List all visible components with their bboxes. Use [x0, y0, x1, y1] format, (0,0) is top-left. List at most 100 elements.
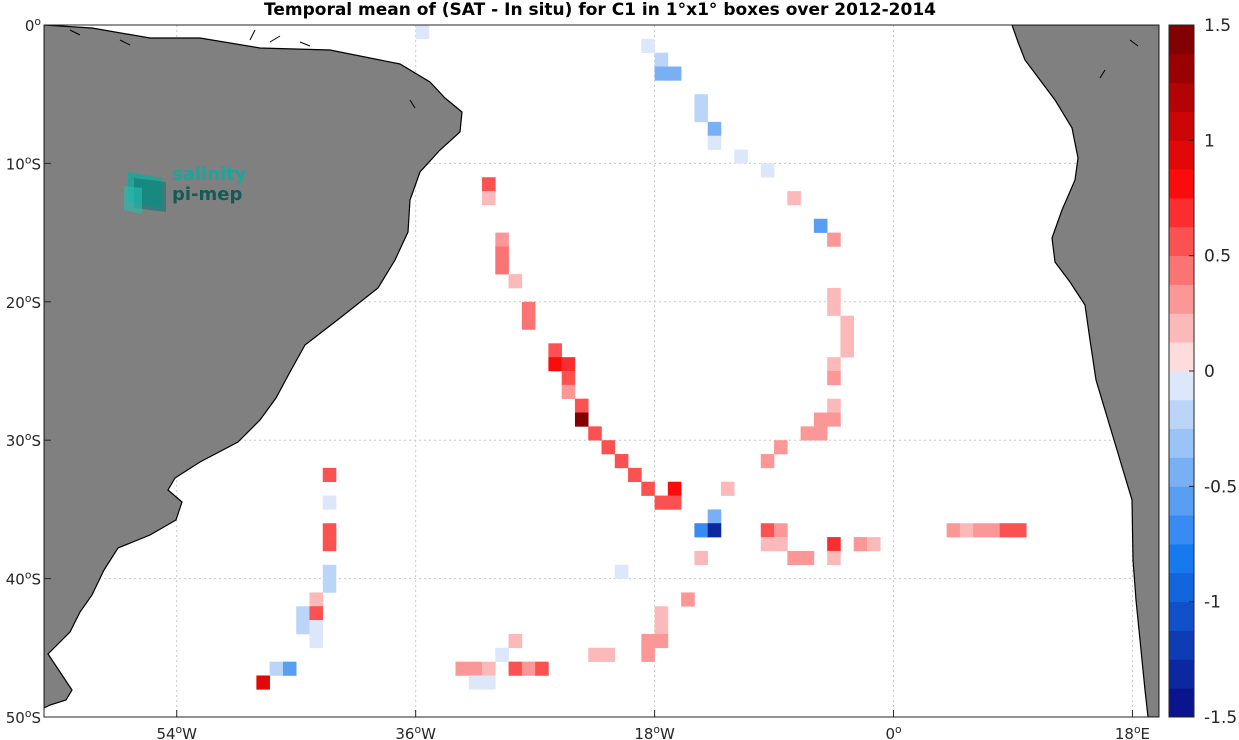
heatmap-cell — [827, 398, 841, 413]
heatmap-cell — [760, 163, 775, 178]
colorbar: 1.5 1 0.5 0 -0.5 -1 -1.5 — [1168, 16, 1237, 728]
coast-detail-islands — [69, 29, 1139, 109]
heatmap-cell — [654, 495, 669, 510]
heatmap-cell — [813, 412, 828, 427]
x-axis-ticks: 54oW 36oW 18oW 0o 18oE — [156, 710, 1150, 740]
colorbar-segment — [1169, 688, 1194, 718]
heatmap-cell — [827, 301, 841, 316]
heatmap-cell — [588, 426, 602, 441]
heatmap-cell — [614, 564, 629, 579]
heatmap-cell — [827, 412, 841, 427]
heatmap-cell — [415, 25, 430, 40]
heatmap-cell — [455, 661, 470, 676]
chart-title: Temporal mean of (SAT - In situ) for C1 … — [264, 0, 936, 20]
logo-line-2: pi-mep — [172, 184, 243, 205]
colorbar-tick-label: 1.5 — [1204, 16, 1231, 36]
heatmap-cell — [322, 467, 337, 483]
heatmap-cell — [986, 523, 1001, 538]
africa-landmass — [1011, 25, 1159, 717]
heatmap-cell — [322, 564, 337, 579]
heatmap-cell — [946, 523, 961, 538]
heatmap-cell — [574, 412, 589, 427]
heatmap-cell — [561, 371, 576, 386]
heatmap-cell — [601, 647, 616, 662]
heatmap-cell — [508, 633, 523, 649]
colorbar-segment — [1169, 601, 1194, 631]
heatmap-cell — [322, 495, 337, 510]
heatmap-cell — [256, 675, 270, 690]
heatmap-cell — [309, 592, 324, 607]
heatmap-cell — [774, 440, 788, 455]
heatmap-cell — [866, 537, 881, 552]
heatmap-cell — [840, 329, 855, 344]
colorbar-segment — [1169, 428, 1194, 458]
heatmap-cell — [588, 647, 602, 662]
heatmap-cell — [800, 550, 815, 566]
heatmap-cell — [760, 537, 775, 552]
x-tick-label: 36oW — [395, 723, 436, 740]
colorbar-segment — [1169, 284, 1194, 314]
heatmap-cell — [827, 357, 841, 372]
heatmap-cell — [269, 661, 284, 676]
heatmap-cell — [561, 357, 576, 372]
heatmap-cell — [521, 315, 536, 330]
heatmap-cell — [309, 620, 324, 635]
heatmap-cell — [774, 537, 788, 552]
y-axis-ticks: 0o 10oS 20oS 30oS 40oS 50oS — [6, 15, 51, 727]
colorbar-tick-label: -0.5 — [1204, 477, 1237, 497]
heatmap-cell — [800, 426, 815, 441]
heatmap-cell — [482, 675, 496, 690]
colorbar-segment — [1169, 572, 1194, 603]
heatmap-cell — [322, 578, 337, 593]
heatmap-cell — [694, 550, 708, 566]
colorbar-segment — [1169, 53, 1194, 84]
heatmap-cell — [495, 647, 509, 662]
heatmap-cell — [296, 606, 310, 621]
heatmap-cell — [482, 177, 496, 192]
heatmap-cell — [548, 357, 562, 372]
heatmap-cell — [468, 675, 483, 690]
heatmap-cell — [827, 537, 841, 552]
heatmap-cell — [760, 523, 775, 538]
heatmap-cell — [787, 191, 801, 206]
heatmap-cell — [468, 661, 483, 676]
colorbar-segment — [1169, 82, 1194, 112]
heatmap-cell — [482, 661, 496, 676]
colorbar-segment — [1169, 25, 1194, 55]
colorbar-segment — [1169, 486, 1194, 516]
plot-frame — [43, 24, 1160, 718]
colorbar-segment — [1169, 399, 1194, 430]
heatmap-cell — [508, 661, 523, 676]
colorbar-segment — [1169, 140, 1194, 170]
heatmap-cells — [256, 25, 1027, 690]
heatmap-cell — [827, 232, 841, 247]
heatmap-cell — [521, 661, 536, 676]
colorbar-tick-label: 1 — [1204, 131, 1215, 151]
colorbar-segment — [1169, 544, 1194, 574]
heatmap-cell — [561, 384, 576, 399]
heatmap-cell — [707, 135, 722, 150]
colorbar-segment — [1169, 226, 1194, 257]
logo-cube-icon — [124, 172, 166, 214]
heatmap-cell — [654, 633, 669, 649]
heatmap-cell — [734, 149, 748, 164]
y-tick-label: 0o — [25, 15, 42, 35]
heatmap-cell — [707, 509, 722, 524]
colorbar-segment — [1169, 342, 1194, 372]
heatmap-cell — [840, 315, 855, 330]
heatmap-cell — [548, 343, 562, 358]
heatmap-cell — [574, 398, 589, 413]
y-tick-label: 20oS — [6, 292, 41, 312]
plot-area — [44, 25, 1159, 717]
heatmap-cell — [973, 523, 987, 538]
heatmap-cell — [774, 523, 788, 538]
colorbar-segment — [1169, 659, 1194, 689]
x-tick-label: 0o — [885, 723, 902, 740]
heatmap-cell — [959, 523, 974, 538]
heatmap-cell — [508, 274, 523, 289]
heatmap-cell — [667, 495, 682, 510]
heatmap-cell — [827, 371, 841, 386]
heatmap-cell — [654, 52, 669, 67]
heatmap-cell — [641, 38, 655, 53]
